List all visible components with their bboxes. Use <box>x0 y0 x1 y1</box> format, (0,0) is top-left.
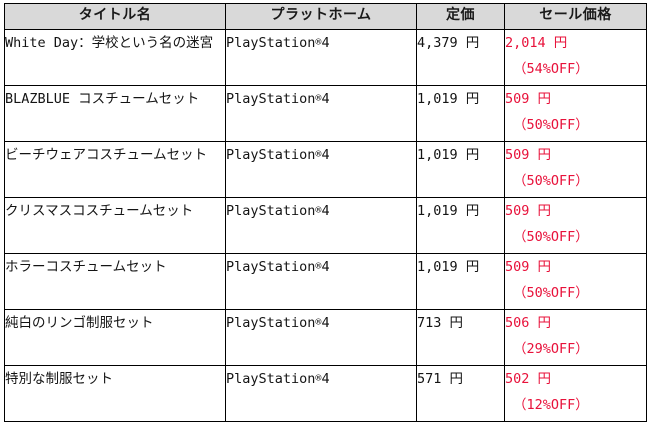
registered-trademark-icon: ® <box>315 317 322 329</box>
column-header-platform: プラットホーム <box>225 3 417 30</box>
registered-trademark-icon: ® <box>315 373 322 385</box>
discount-badge: （50%OFF） <box>513 173 589 189</box>
cell-platform: PlayStation®4 <box>225 197 417 254</box>
registered-trademark-icon: ® <box>315 261 322 273</box>
table-row: ビーチウェアコスチュームセット PlayStation®4 1,019 円 509 円… <box>4 141 647 198</box>
cell-platform: PlayStation®4 <box>225 141 417 198</box>
cell-list-price: 571 円 <box>416 365 505 422</box>
column-header-sale-price: セール価格 <box>504 3 647 30</box>
sale-price-table: タイトル名 プラットホーム 定価 セール価格 White Day：学校という名の… <box>4 3 647 422</box>
cell-title: ホラーコスチュームセット <box>4 253 226 310</box>
sale-price-value: 506 円 <box>505 315 552 331</box>
table-header-row: タイトル名 プラットホーム 定価 セール価格 <box>4 3 647 30</box>
table-row: ホラーコスチュームセット PlayStation®4 1,019 円 509 円 （50… <box>4 253 647 310</box>
cell-sale-price: 509 円 （50%OFF） <box>504 197 647 254</box>
sale-price-value: 509 円 <box>505 147 552 163</box>
cell-sale-price: 506 円 （29%OFF） <box>504 309 647 366</box>
discount-badge: （50%OFF） <box>513 117 589 133</box>
cell-list-price: 1,019 円 <box>416 141 505 198</box>
cell-title: White Day：学校という名の迷宮 <box>4 29 226 86</box>
cell-sale-price: 509 円 （50%OFF） <box>504 85 647 142</box>
cell-platform: PlayStation®4 <box>225 85 417 142</box>
registered-trademark-icon: ® <box>315 149 322 161</box>
cell-sale-price: 2,014 円 （54%OFF） <box>504 29 647 86</box>
sale-price-value: 509 円 <box>505 91 552 107</box>
sale-price-value: 2,014 円 <box>505 35 568 51</box>
column-header-title: タイトル名 <box>4 3 226 30</box>
table-row: BLAZBLUE コスチュームセット PlayStation®4 1,019 円 50… <box>4 85 647 142</box>
table-row: クリスマスコスチュームセット PlayStation®4 1,019 円 509 円 （… <box>4 197 647 254</box>
registered-trademark-icon: ® <box>315 205 322 217</box>
cell-sale-price: 502 円 （12%OFF） <box>504 365 647 422</box>
cell-platform: PlayStation®4 <box>225 29 417 86</box>
cell-title: BLAZBLUE コスチュームセット <box>4 85 226 142</box>
sale-price-value: 509 円 <box>505 259 552 275</box>
registered-trademark-icon: ® <box>315 93 322 105</box>
sale-price-value: 509 円 <box>505 203 552 219</box>
discount-badge: （50%OFF） <box>513 229 589 245</box>
table-row: 純白のリンゴ制服セット PlayStation®4 713 円 506 円 （29%OF… <box>4 309 647 366</box>
cell-title: 純白のリンゴ制服セット <box>4 309 226 366</box>
cell-list-price: 713 円 <box>416 309 505 366</box>
cell-platform: PlayStation®4 <box>225 309 417 366</box>
discount-badge: （12%OFF） <box>513 397 589 413</box>
cell-platform: PlayStation®4 <box>225 365 417 422</box>
column-header-list-price: 定価 <box>416 3 505 30</box>
cell-list-price: 4,379 円 <box>416 29 505 86</box>
cell-sale-price: 509 円 （50%OFF） <box>504 253 647 310</box>
table-row: 特別な制服セット PlayStation®4 571 円 502 円 （12%OFF） <box>4 365 647 422</box>
cell-list-price: 1,019 円 <box>416 85 505 142</box>
registered-trademark-icon: ® <box>315 37 322 49</box>
cell-title: ビーチウェアコスチュームセット <box>4 141 226 198</box>
cell-list-price: 1,019 円 <box>416 197 505 254</box>
cell-title: クリスマスコスチュームセット <box>4 197 226 254</box>
discount-badge: （50%OFF） <box>513 285 589 301</box>
cell-platform: PlayStation®4 <box>225 253 417 310</box>
discount-badge: （29%OFF） <box>513 341 589 357</box>
cell-list-price: 1,019 円 <box>416 253 505 310</box>
table-header: タイトル名 プラットホーム 定価 セール価格 <box>4 3 647 30</box>
sale-price-value: 502 円 <box>505 371 552 387</box>
cell-sale-price: 509 円 （50%OFF） <box>504 141 647 198</box>
cell-title: 特別な制服セット <box>4 365 226 422</box>
discount-badge: （54%OFF） <box>513 61 589 77</box>
